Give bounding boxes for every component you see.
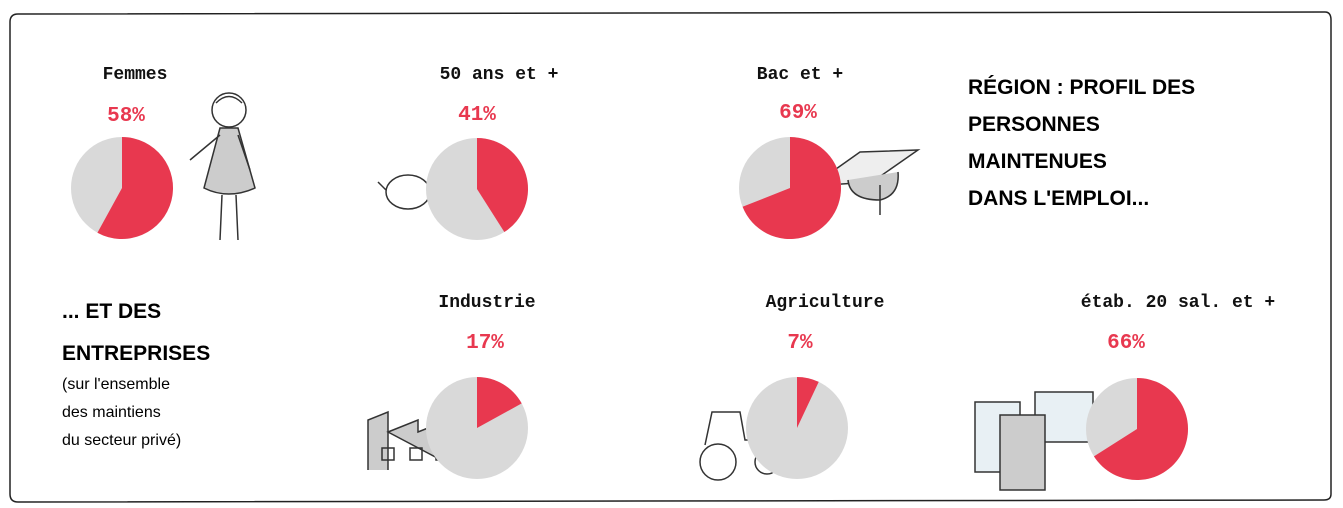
frame [9,11,1332,503]
value-label: 66% [1107,332,1145,355]
woman-icon [189,92,256,241]
heading-line: MAINTENUES [968,150,1107,173]
pie-title: Bac et + [757,65,843,85]
value-label: 17% [466,332,504,355]
value-label: 7% [787,332,813,355]
note-line: (sur l'ensemble [62,376,170,393]
heading-line: DANS L'EMPLOI... [968,187,1149,210]
value-label: 58% [107,105,145,128]
subheading-line: ... ET DES [62,300,161,323]
heading-line: RÉGION : PROFIL DES [968,76,1195,99]
pie-slice [97,137,173,239]
pie-title: Femmes [103,65,168,85]
pie-title: étab. 20 sal. et + [1081,293,1275,313]
pie-slice [477,138,528,233]
value-label: 41% [458,104,496,127]
subheading-line: ENTREPRISES [62,342,210,365]
pie-title: Agriculture [766,293,885,313]
note-line: du secteur privé) [62,432,181,449]
pie-title: Industrie [438,293,535,313]
heading-line: PERSONNES [968,113,1100,136]
pie-slice [797,377,819,428]
pie-slice [742,137,841,239]
buildings-icon [974,391,1094,491]
pie-slice [1093,378,1188,480]
pie-title: 50 ans et + [440,65,559,85]
pie-slice [477,377,522,428]
value-label: 69% [779,102,817,125]
note-line: des maintiens [62,404,161,421]
